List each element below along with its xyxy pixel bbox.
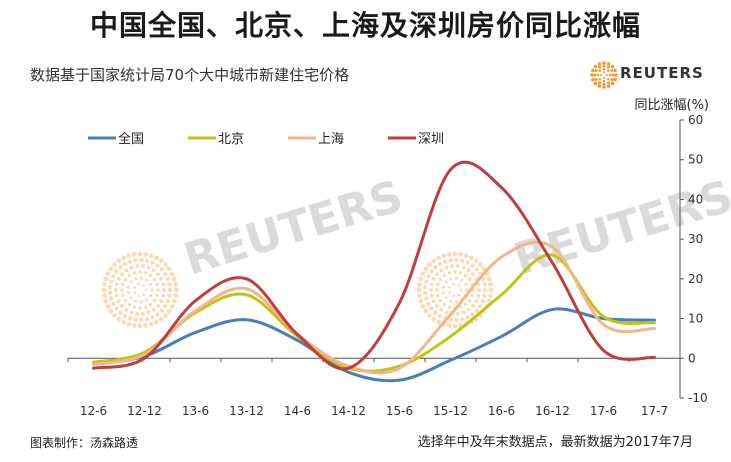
y-tick-label: -10 (688, 391, 708, 405)
chart-title: 中国全国、北京、上海及深圳房价同比涨幅 (89, 9, 641, 42)
watermark-text: REUTERS (508, 171, 731, 286)
x-tick-label: 14-6 (284, 404, 311, 418)
y-tick-label: 20 (688, 272, 703, 286)
x-tick-label: 16-6 (488, 404, 515, 418)
x-tick-label: 12-6 (80, 404, 107, 418)
chart-credit: 图表制作：汤森路透 (30, 436, 139, 450)
x-tick-label: 13-6 (182, 404, 209, 418)
y-tick-label: 0 (688, 351, 696, 365)
x-tick-label: 14-12 (331, 404, 366, 418)
series-line-national (92, 307, 656, 383)
x-tick-label: 17-7 (641, 404, 668, 418)
watermark-logo-icon (101, 251, 179, 329)
watermark-logo-icon (416, 251, 494, 329)
x-tick-label: 13-12 (229, 404, 264, 418)
y-tick-label: 30 (688, 232, 703, 246)
x-tick-label: 17-6 (590, 404, 617, 418)
reuters-logo-text: REUTERS (620, 64, 704, 82)
y-axis-label: 同比涨幅(%) (634, 98, 710, 113)
legend-label-shanghai: 上海 (318, 132, 344, 147)
y-tick-label: 60 (688, 113, 703, 127)
watermark-text: REUTERS (178, 171, 408, 286)
y-tick-label: 10 (688, 312, 703, 326)
legend-label-beijing: 北京 (218, 132, 244, 147)
y-tick-label: 50 (688, 153, 703, 167)
series-line-shenzhen (92, 160, 656, 371)
chart-note: 选择年中及年末数据点，最新数据为2017年7月 (417, 435, 693, 450)
series-line-shanghai (92, 240, 656, 375)
x-tick-label: 16-12 (535, 404, 570, 418)
chart-subtitle: 数据基于国家统计局70个大中城市新建住宅价格 (30, 66, 350, 84)
legend-label-shenzhen: 深圳 (418, 132, 444, 147)
y-tick-label: 40 (688, 192, 703, 206)
x-tick-label: 12-12 (127, 404, 162, 418)
x-tick-label: 15-12 (433, 404, 468, 418)
reuters-logo-icon (590, 61, 618, 89)
x-tick-label: 15-6 (386, 404, 413, 418)
watermark-layer: REUTERS REUTERS (101, 171, 731, 329)
legend-label-national: 全国 (118, 131, 144, 147)
